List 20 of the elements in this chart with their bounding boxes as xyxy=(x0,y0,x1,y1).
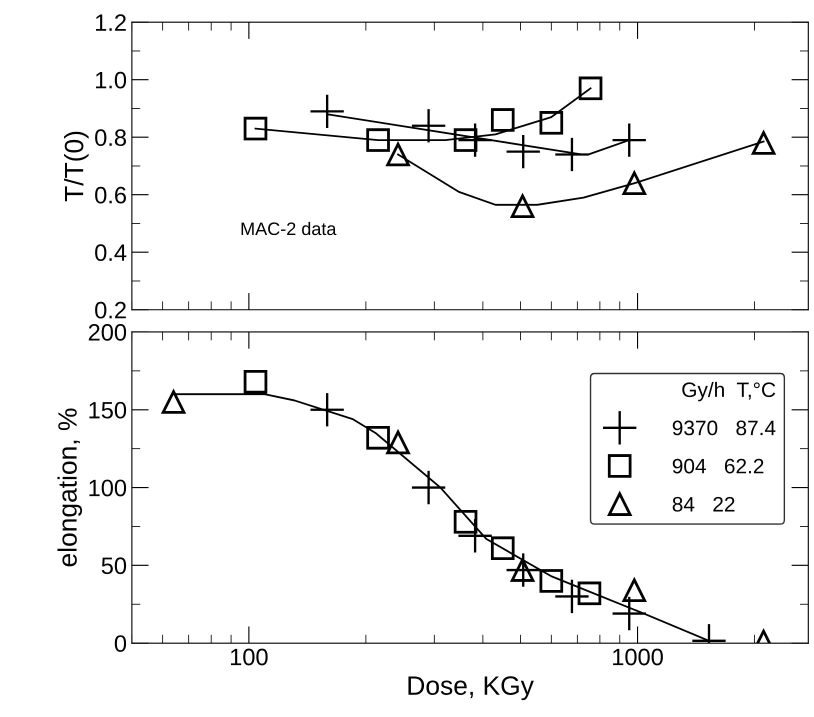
y-tick-label: 100 xyxy=(89,480,126,496)
y-axis-title: T/T(0) xyxy=(64,132,89,202)
legend-label: 84 22 xyxy=(672,496,734,512)
x-tick-label: 1000 xyxy=(613,648,663,666)
y-tick-label: 50 xyxy=(102,557,126,574)
y-tick-label: 0.8 xyxy=(95,129,126,146)
annotation: MAC-2 data xyxy=(242,222,336,236)
y-tick-label: 0.4 xyxy=(95,244,126,262)
y-tick-label: 1.2 xyxy=(96,14,126,31)
y-tick-label: 0 xyxy=(114,635,126,652)
y-tick-label: 0.6 xyxy=(95,186,126,204)
y-axis-title: elongation, % xyxy=(57,408,82,566)
y-tick-label: 150 xyxy=(89,402,126,419)
legend-label: 9370 87.4 xyxy=(672,420,776,436)
y-tick-label: 1.0 xyxy=(96,72,126,89)
y-tick-label: 200 xyxy=(88,324,126,341)
legend-label: 904 62.2 xyxy=(672,458,764,474)
x-axis-title: Dose, KGy xyxy=(408,676,534,700)
legend-title: Gy/h T,°C xyxy=(682,382,776,402)
y-tick-label: 0.2 xyxy=(95,302,126,319)
